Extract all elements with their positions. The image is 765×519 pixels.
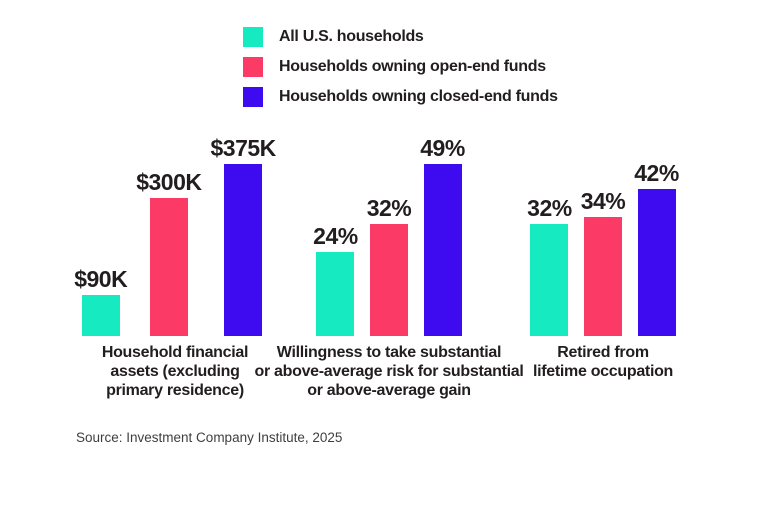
bar-column: $90K bbox=[74, 266, 128, 336]
bar-column: 49% bbox=[420, 137, 465, 336]
bar-column: $300K bbox=[136, 169, 202, 336]
bar-households-owning-closed-end-funds bbox=[637, 189, 676, 336]
bar-group-2: 32% 34% 42% Retired from lifetime occupatio… bbox=[493, 130, 713, 381]
bar-column: 32% bbox=[367, 197, 412, 336]
group-caption: Willingness to take substantial or above… bbox=[254, 344, 524, 399]
bar-column: 24% bbox=[313, 225, 358, 336]
legend-swatch-teal bbox=[243, 27, 263, 47]
bar-households-owning-open-end-funds bbox=[149, 198, 188, 336]
legend-swatch-pink bbox=[243, 57, 263, 77]
bar-value-label: 42% bbox=[634, 160, 679, 186]
bar-column: $375K bbox=[210, 135, 276, 336]
bar-group-1: 24% 32% 49% Willingness to take substantial… bbox=[239, 130, 539, 400]
legend-label: All U.S. households bbox=[279, 28, 424, 45]
bar-value-label: 34% bbox=[580, 188, 626, 214]
bar-all-u-s-households bbox=[316, 252, 355, 336]
legend-item-all-us-households: All U.S. households bbox=[243, 27, 558, 47]
legend-item-closed-end-funds: Households owning closed-end funds bbox=[243, 87, 558, 107]
bar-chart: $90K $300K $375K Household financial assets… bbox=[0, 130, 765, 420]
bar-all-u-s-households bbox=[530, 224, 569, 336]
bar-column: 34% bbox=[581, 190, 626, 336]
bar-value-label: $90K bbox=[74, 266, 128, 292]
source-note: Source: Investment Company Institute, 20… bbox=[76, 430, 343, 445]
legend-item-open-end-funds: Households owning open-end funds bbox=[243, 57, 558, 77]
bar-row: $90K $300K $375K bbox=[74, 130, 276, 336]
bar-row: 24% 32% 49% bbox=[313, 130, 465, 336]
group-caption: Household financial assets (excluding pr… bbox=[101, 344, 249, 399]
bar-value-label: 49% bbox=[420, 135, 465, 161]
legend-swatch-blue bbox=[243, 87, 263, 107]
legend-label: Households owning open-end funds bbox=[279, 58, 546, 75]
bar-group-0: $90K $300K $375K Household financial assets… bbox=[65, 130, 285, 400]
bar-households-owning-closed-end-funds bbox=[224, 164, 263, 336]
group-caption: Retired from lifetime occupation bbox=[532, 344, 674, 380]
bar-households-owning-closed-end-funds bbox=[423, 164, 462, 336]
bar-value-label: 24% bbox=[313, 223, 358, 249]
bar-column: 32% bbox=[527, 197, 572, 336]
bar-value-label: 32% bbox=[366, 195, 412, 221]
bar-households-owning-open-end-funds bbox=[583, 217, 622, 336]
bar-households-owning-open-end-funds bbox=[369, 224, 408, 336]
legend-label: Households owning closed-end funds bbox=[279, 88, 558, 105]
bar-value-label: $375K bbox=[210, 135, 276, 161]
bar-value-label: 32% bbox=[527, 195, 572, 221]
bar-value-label: $300K bbox=[136, 169, 202, 195]
legend: All U.S. households Households owning op… bbox=[243, 27, 558, 107]
bar-all-u-s-households bbox=[81, 295, 120, 336]
bar-column: 42% bbox=[634, 162, 679, 336]
bar-row: 32% 34% 42% bbox=[527, 130, 679, 336]
